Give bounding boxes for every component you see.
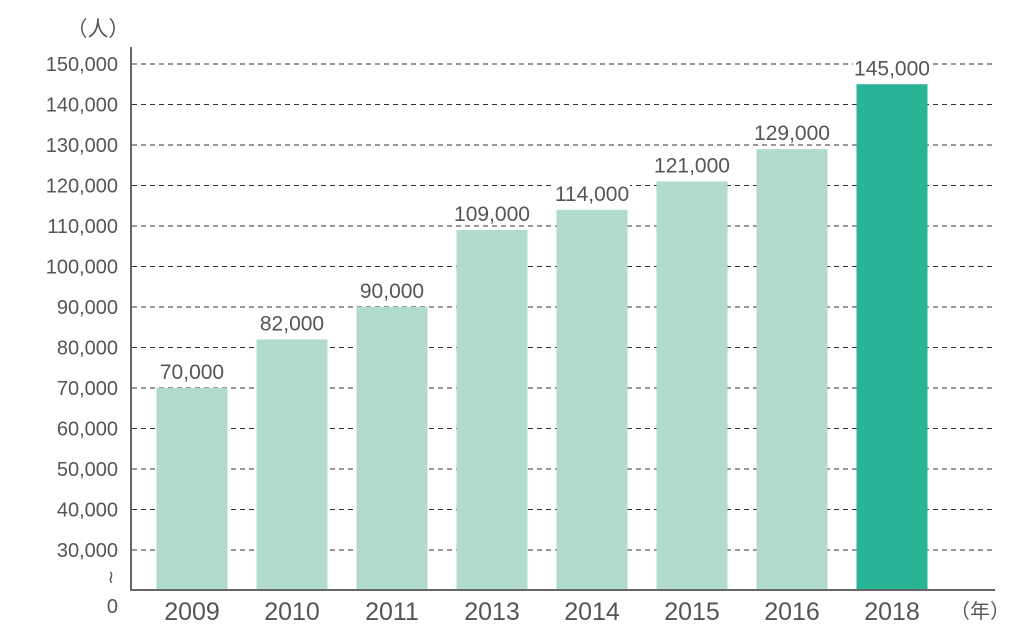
y-tick-label: 100,000 bbox=[46, 257, 118, 279]
x-tick-label-2016: 2016 bbox=[764, 598, 820, 626]
data-label-background bbox=[453, 205, 531, 225]
x-tick-label-2010: 2010 bbox=[264, 598, 320, 626]
data-label-background bbox=[158, 363, 226, 382]
x-tick-labels: 2009 2010 2011 2013 2014 2015 2016 2018 bbox=[164, 598, 920, 626]
x-tick-label-2015: 2015 bbox=[664, 598, 720, 626]
y-tick-label: 110,000 bbox=[47, 216, 118, 238]
data-label-background bbox=[258, 314, 326, 334]
x-tick-label-2014: 2014 bbox=[564, 598, 620, 626]
y-tick-label: 50,000 bbox=[57, 459, 118, 481]
data-label-background bbox=[553, 184, 631, 204]
y-tick-label: 40,000 bbox=[57, 500, 118, 522]
data-label-2011: 90,000 bbox=[360, 280, 424, 303]
bar-2014 bbox=[556, 209, 628, 591]
axis-break-symbol: ≀ bbox=[108, 567, 115, 587]
data-label-2013: 109,000 bbox=[454, 203, 530, 226]
y-tick-label: 140,000 bbox=[46, 95, 118, 117]
data-label-2015: 121,000 bbox=[654, 154, 730, 177]
data-label-2016: 129,000 bbox=[754, 122, 830, 145]
bar-2010 bbox=[256, 339, 328, 590]
y-tick-label: 70,000 bbox=[57, 378, 118, 400]
bars bbox=[156, 84, 928, 591]
x-tick-label-2011: 2011 bbox=[365, 598, 419, 626]
y-tick-label: 90,000 bbox=[57, 297, 118, 319]
bar-2016 bbox=[756, 149, 828, 591]
y-tick-label: 60,000 bbox=[57, 419, 118, 441]
y-tick-labels: 0 30,000 40,000 50,000 60,000 70,000 80,000 90,… bbox=[46, 54, 118, 618]
y-tick-label: 0 bbox=[107, 596, 118, 618]
data-label-2009: 70,000 bbox=[160, 361, 224, 384]
y-tick-label: 30,000 bbox=[57, 540, 118, 562]
x-tick-label-2009: 2009 bbox=[164, 598, 220, 626]
bar-2013 bbox=[456, 230, 528, 591]
y-tick-label: 80,000 bbox=[57, 338, 118, 360]
bar-2011 bbox=[356, 307, 428, 590]
data-label-2014: 114,000 bbox=[555, 183, 629, 206]
data-label-2018: 145,000 bbox=[854, 57, 930, 80]
y-axis-unit: （人） bbox=[67, 18, 130, 41]
data-label-background bbox=[853, 59, 931, 79]
x-tick-label-2018: 2018 bbox=[864, 598, 920, 626]
y-tick-label: 130,000 bbox=[46, 135, 118, 157]
bar-2009 bbox=[156, 388, 228, 590]
y-tick-label: 120,000 bbox=[46, 176, 118, 198]
bar-2015 bbox=[656, 181, 728, 590]
x-tick-label-2013: 2013 bbox=[464, 598, 520, 626]
x-axis-unit: （年） bbox=[950, 600, 1010, 623]
data-label-background bbox=[753, 124, 831, 144]
data-label-background bbox=[358, 282, 426, 301]
y-tick-label: 150,000 bbox=[46, 54, 118, 76]
data-label-background bbox=[653, 156, 731, 176]
data-label-2010: 82,000 bbox=[260, 312, 324, 335]
data-labels: 70,000 82,000 90,000 109,000 114,000 121,000 1… bbox=[158, 57, 931, 384]
bar-2018 bbox=[856, 84, 928, 590]
